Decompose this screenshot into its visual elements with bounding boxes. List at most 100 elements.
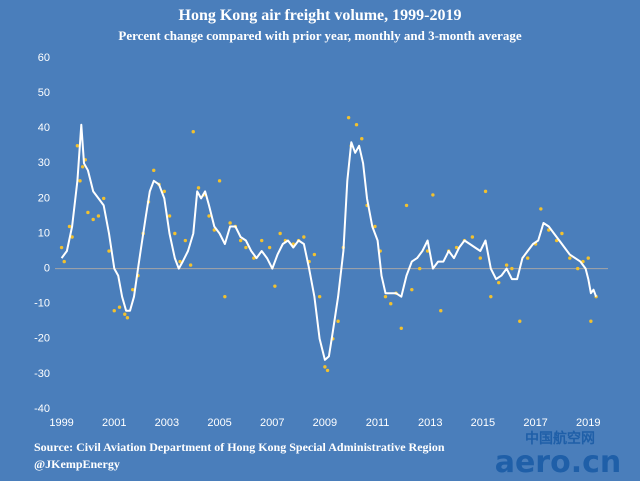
- data-point: [173, 231, 177, 236]
- data-point: [373, 224, 377, 229]
- y-tick-label: 0: [44, 263, 50, 275]
- data-point: [539, 207, 543, 211]
- data-point: [346, 115, 351, 120]
- data-point: [267, 245, 272, 250]
- data-point: [560, 231, 564, 236]
- x-tick-label: 1999: [49, 417, 73, 429]
- data-point: [302, 235, 306, 239]
- source: Source: Civil Aviation Department of Hon…: [34, 440, 445, 454]
- data-point: [454, 245, 459, 250]
- data-point: [478, 256, 482, 260]
- data-point: [568, 256, 572, 260]
- data-point: [312, 252, 317, 257]
- data-point: [125, 316, 130, 320]
- data-point: [399, 326, 403, 330]
- x-tick-label: 2005: [207, 417, 231, 429]
- data-point: [162, 189, 166, 194]
- data-point: [389, 302, 393, 306]
- y-tick-label: -30: [34, 368, 50, 380]
- data-point: [86, 210, 90, 215]
- data-point: [518, 319, 522, 323]
- y-tick-label: 50: [38, 87, 50, 99]
- data-point: [59, 245, 64, 250]
- data-point: [586, 256, 590, 260]
- data-point: [589, 319, 593, 323]
- watermark-cn: 中国航空网: [525, 430, 595, 447]
- data-point: [188, 263, 193, 267]
- x-tick-label: 2003: [155, 417, 179, 429]
- data-point: [207, 214, 211, 218]
- data-point: [183, 238, 188, 243]
- data-point: [167, 214, 172, 218]
- y-tick-label: 40: [38, 122, 50, 134]
- data-point: [431, 193, 435, 197]
- data-point: [191, 130, 195, 134]
- data-point: [217, 179, 222, 183]
- x-tick-label: 2001: [102, 417, 126, 429]
- data-point: [152, 168, 156, 173]
- data-point: [244, 245, 248, 250]
- data-point: [117, 305, 122, 309]
- x-tick-label: 2011: [366, 417, 390, 429]
- x-tick-label: 2017: [523, 417, 547, 429]
- data-point: [360, 137, 364, 141]
- chart-title: Hong Kong air freight volume, 1999-2019: [179, 7, 462, 24]
- x-tick-label: 2009: [313, 417, 337, 429]
- data-point: [123, 312, 127, 316]
- data-point: [70, 235, 74, 239]
- data-point: [354, 122, 359, 127]
- data-point: [410, 287, 414, 292]
- data-point: [96, 214, 101, 218]
- data-point: [107, 249, 111, 253]
- data-point: [80, 165, 85, 169]
- data-point: [223, 294, 227, 299]
- data-point: [439, 309, 443, 313]
- chart-subtitle: Percent change compared with prior year,…: [118, 28, 521, 43]
- y-tick-label: -40: [34, 403, 50, 415]
- credit: @JKempEnergy: [34, 457, 120, 471]
- data-point: [62, 259, 66, 264]
- x-tick-label: 2015: [471, 417, 495, 429]
- data-point: [278, 231, 282, 236]
- data-point: [196, 186, 201, 190]
- y-tick-label: 20: [38, 192, 50, 204]
- y-tick-label: -10: [34, 298, 50, 310]
- data-point: [576, 266, 580, 271]
- data-point: [418, 266, 422, 271]
- data-point: [273, 284, 277, 288]
- watermark-logo: aero.cn: [495, 445, 622, 480]
- data-point: [470, 235, 475, 239]
- data-point: [336, 319, 340, 323]
- data-point: [510, 266, 514, 271]
- data-point: [112, 309, 116, 313]
- data-point: [75, 144, 80, 148]
- data-point: [483, 189, 488, 194]
- data-point: [317, 294, 322, 299]
- data-point: [228, 221, 232, 225]
- y-tick-label: -20: [34, 333, 50, 345]
- data-point: [489, 294, 493, 299]
- data-point: [130, 287, 135, 292]
- y-tick-label: 60: [38, 52, 50, 64]
- data-point: [504, 263, 509, 267]
- data-point: [323, 365, 327, 369]
- data-point: [325, 368, 330, 373]
- plot: [55, 115, 608, 373]
- data-point: [91, 217, 95, 222]
- x-tick-label: 2019: [576, 417, 600, 429]
- x-tick-label: 2007: [260, 417, 284, 429]
- data-point: [67, 224, 72, 229]
- y-tick-label: 30: [38, 157, 50, 169]
- data-point: [404, 203, 409, 208]
- data-point: [497, 280, 501, 285]
- data-point: [238, 238, 243, 243]
- average-line: [60, 123, 598, 361]
- y-tick-label: 10: [38, 227, 50, 239]
- x-tick-label: 2013: [418, 417, 442, 429]
- data-point: [102, 196, 106, 201]
- data-point: [260, 238, 264, 243]
- data-point: [383, 294, 388, 299]
- data-point: [178, 259, 182, 264]
